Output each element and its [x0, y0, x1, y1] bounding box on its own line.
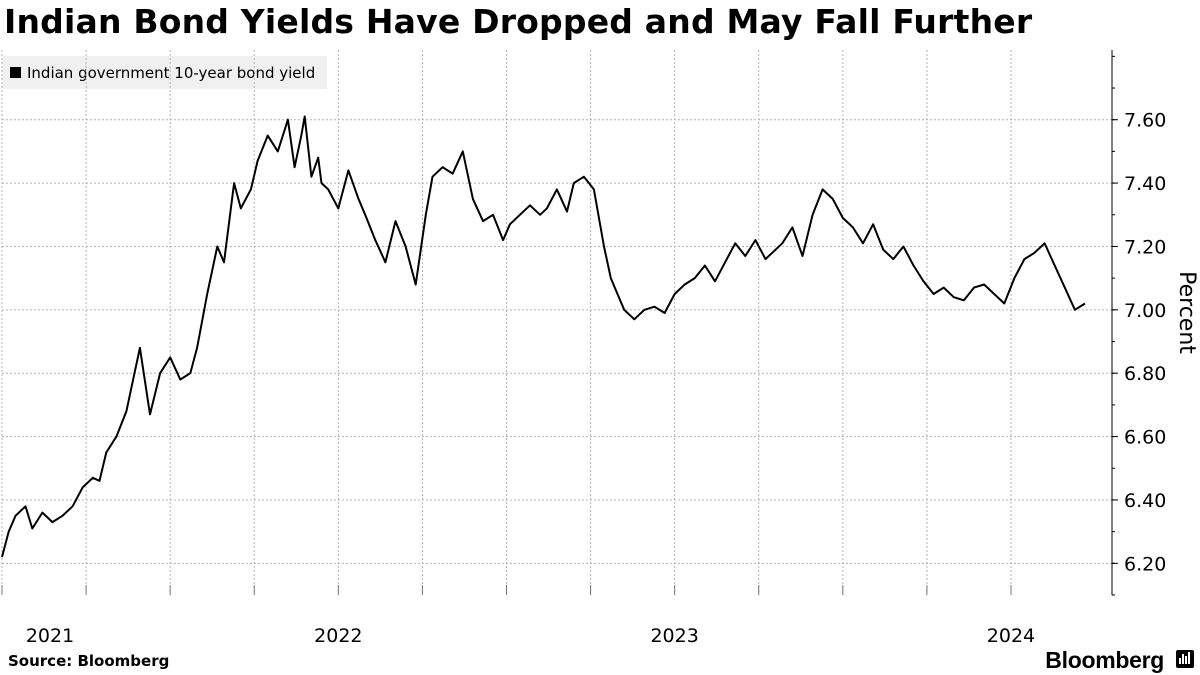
y-tick-label: 6.80: [1124, 363, 1166, 385]
x-tick-label: 2024: [987, 625, 1035, 647]
legend-swatch: [10, 67, 21, 78]
y-tick-label: 6.20: [1124, 553, 1166, 575]
y-tick-label: 7.40: [1124, 173, 1166, 195]
series: [1, 115, 1086, 558]
x-tick-label: 2023: [650, 625, 698, 647]
y-tick-label: 6.60: [1124, 427, 1166, 449]
gridlines: [1, 50, 1112, 595]
axes: [1, 50, 1118, 596]
y-tick-label: 7.60: [1124, 110, 1166, 132]
y-axis-title: Percent: [1174, 271, 1199, 354]
bloomberg-chart-icon: [1176, 650, 1194, 668]
y-tick-label: 6.40: [1124, 490, 1166, 512]
y-tick-label: 7.00: [1124, 300, 1166, 322]
legend-label: Indian government 10-year bond yield: [27, 63, 316, 82]
tick-labels: 6.20 6.40 6.60 6.80 7.00 7.20 7.40 7.60 2021 2022…: [26, 110, 1199, 647]
series-line: [1, 115, 1086, 558]
y-tick-label: 7.20: [1124, 236, 1166, 258]
x-tick-label: 2022: [314, 625, 362, 647]
legend: Indian government 10-year bond yield: [2, 56, 328, 89]
chart-title: Indian Bond Yields Have Dropped and May …: [4, 2, 1033, 41]
source-note: Source: Bloomberg: [8, 652, 170, 670]
x-tick-label: 2021: [26, 625, 74, 647]
bloomberg-logo-text: Bloomberg: [1045, 647, 1164, 673]
